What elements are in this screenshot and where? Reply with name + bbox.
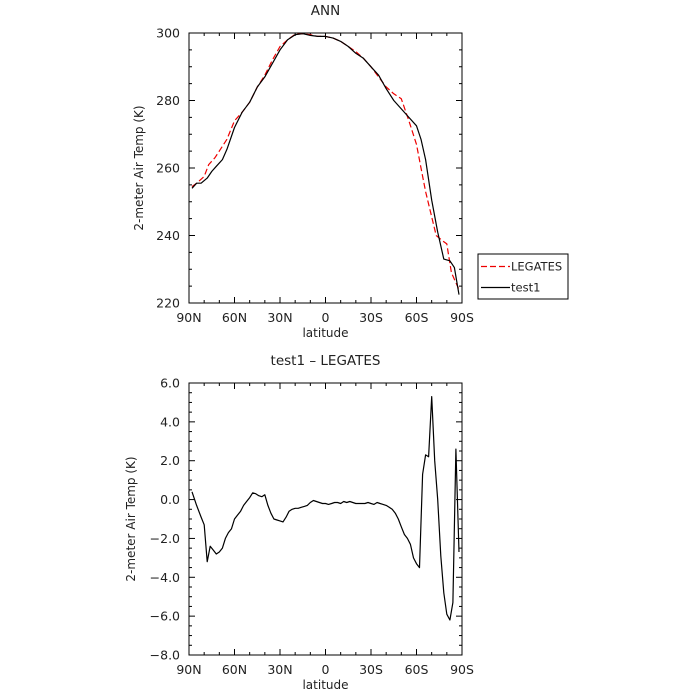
y-tick-label: 300 (156, 26, 180, 41)
x-tick-label: 30S (359, 662, 383, 677)
chart-title: ANN (311, 3, 340, 19)
x-tick-label: 90N (176, 310, 201, 325)
x-tick-label: 90N (176, 662, 201, 677)
legend-label-test1: test1 (511, 281, 540, 295)
series-line-difference (191, 396, 460, 621)
y-tick-label: 6.0 (160, 376, 180, 391)
x-tick-label: 30N (267, 310, 292, 325)
y-axis-title: 2-meter Air Temp (K) (132, 105, 146, 230)
bottom-panel-difference: 90N 60N 30N 0 30S 60S 90S −8.0 −6.0 −4.0 −2.0 0.0 2.… (124, 353, 474, 692)
legend: LEGATES test1 (477, 253, 569, 300)
y-tick-label: −2.0 (150, 531, 180, 546)
x-tick-label: 60N (222, 310, 247, 325)
y-tick-label: −8.0 (150, 648, 180, 663)
x-tick-label: 60S (405, 310, 429, 325)
x-tick-label: 30N (267, 662, 292, 677)
y-tick-label: 220 (156, 296, 180, 311)
y-tick-label: 280 (156, 93, 180, 108)
x-tick-label: 90S (450, 662, 474, 677)
y-tick-label: 0.0 (160, 492, 180, 507)
x-tick-label: 0 (322, 310, 330, 325)
x-tick-label: 30S (359, 310, 383, 325)
y-tick-label: −6.0 (150, 609, 180, 624)
chart-title: test1 – LEGATES (271, 353, 381, 369)
y-tick-label: 2.0 (160, 453, 180, 468)
x-tick-label: 0 (322, 662, 330, 677)
y-tick-label: 4.0 (160, 414, 180, 429)
x-axis-title: latitude (302, 326, 348, 340)
x-tick-label: 60N (222, 662, 247, 677)
x-tick-label: 90S (450, 310, 474, 325)
top-panel-ann: 90N 60N 30N 0 30S 60S 90S 220 240 260 280 300 ANN lat… (132, 3, 474, 340)
legend-label-legates: LEGATES (511, 260, 562, 274)
y-axis-title: 2-meter Air Temp (K) (124, 456, 138, 581)
legend-box (477, 253, 569, 300)
x-tick-label: 60S (405, 662, 429, 677)
y-tick-label: 260 (156, 161, 180, 176)
x-axis-title: latitude (302, 678, 348, 692)
y-tick-label: −4.0 (150, 570, 180, 585)
y-tick-label: 240 (156, 228, 180, 243)
series-line-legates (191, 33, 460, 290)
series-line-test1 (191, 33, 460, 295)
